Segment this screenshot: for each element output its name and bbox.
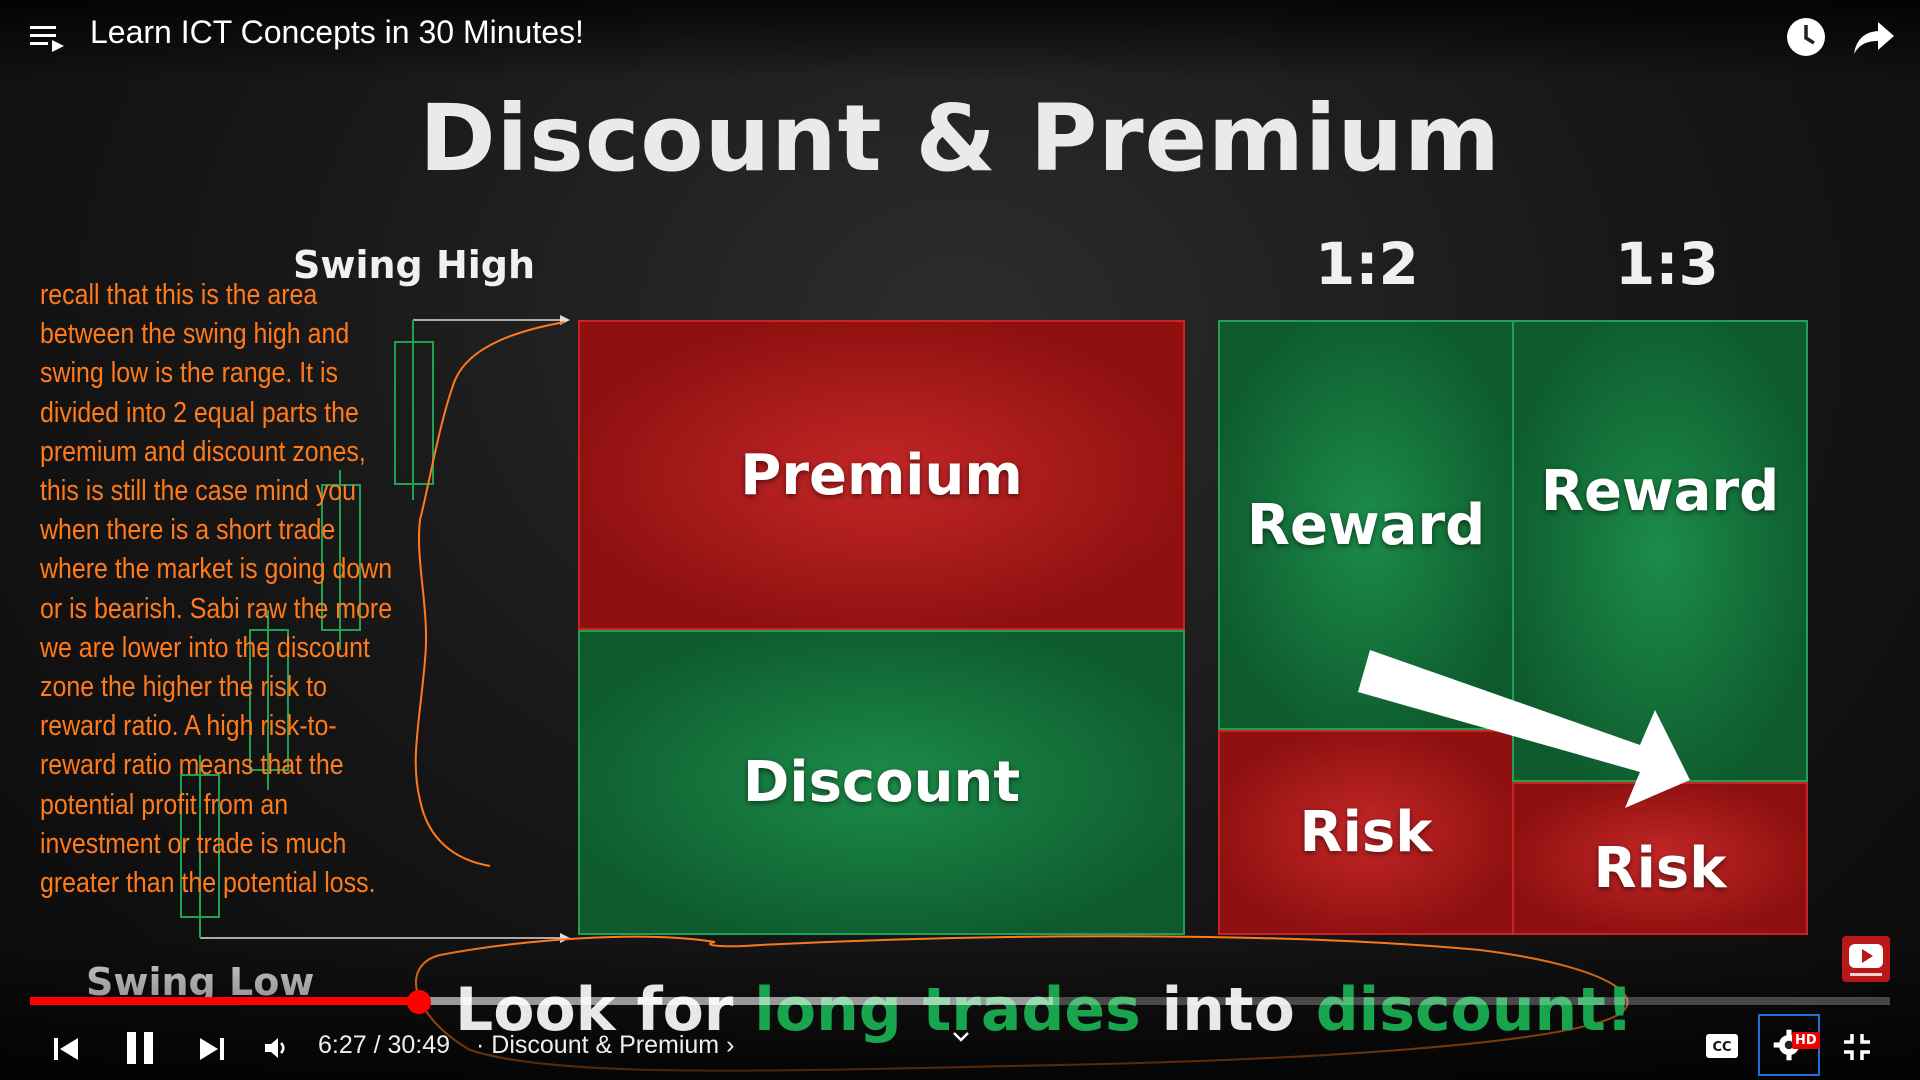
caption-part: into xyxy=(1140,975,1316,1045)
pause-icon[interactable] xyxy=(125,1030,155,1066)
risk-zone-1-2: Risk xyxy=(1218,730,1514,935)
video-title[interactable]: Learn ICT Concepts in 30 Minutes! xyxy=(90,14,584,50)
slide-caption: Look for long trades into discount! xyxy=(455,975,1633,1045)
annotation-line: greater than the potential loss. xyxy=(40,867,376,900)
annotation-line: divided into 2 equal parts the xyxy=(40,396,359,429)
progress-scrubber[interactable] xyxy=(406,990,431,1014)
progress-played xyxy=(30,997,419,1005)
chapter-button[interactable]: · Discount & Premium › xyxy=(476,1031,735,1059)
risk-zone-1-3: Risk xyxy=(1512,782,1808,935)
swing-high-line xyxy=(413,315,570,325)
exit-fullscreen-icon[interactable] xyxy=(1842,1032,1872,1062)
premium-zone: Premium xyxy=(578,320,1185,630)
annotation-line: reward ratio. A high risk-to- xyxy=(40,710,337,743)
youtube-logo-icon xyxy=(1849,944,1883,976)
time-separator: / xyxy=(366,1031,388,1059)
annotation-line: this is still the case mind you xyxy=(40,475,357,508)
hd-badge: HD xyxy=(1792,1032,1820,1049)
discount-label: Discount xyxy=(742,750,1021,815)
reward-zone-1-3: Reward xyxy=(1512,320,1808,782)
risk-label: Risk xyxy=(1593,836,1727,901)
hand-drawn-curve xyxy=(414,321,566,867)
share-icon[interactable] xyxy=(1852,18,1896,58)
annotation-line: reward ratio means that the xyxy=(40,749,344,782)
top-bar xyxy=(0,0,1920,80)
risk-label: Risk xyxy=(1299,800,1433,865)
next-icon[interactable] xyxy=(198,1035,226,1063)
caption-highlight: discount! xyxy=(1315,975,1634,1045)
clock-icon[interactable] xyxy=(1785,16,1827,58)
ratio-1-3-label: 1:3 xyxy=(1615,230,1719,298)
time-display: 6:27 / 30:49 xyxy=(318,1031,450,1060)
discount-zone: Discount xyxy=(578,630,1185,935)
controls-shade xyxy=(0,940,1920,1080)
previous-icon[interactable] xyxy=(52,1035,80,1063)
reward-zone-1-2: Reward xyxy=(1218,320,1514,730)
duration: 30:49 xyxy=(387,1031,451,1059)
annotation-line: recall that this is the area xyxy=(40,279,318,311)
annotation-line: potential profit from an xyxy=(40,788,289,821)
premium-label: Premium xyxy=(740,442,1023,508)
reward-label: Reward xyxy=(1246,492,1486,558)
chapter-title: Discount & Premium xyxy=(491,1031,720,1059)
annotation-line: zone the higher the risk to xyxy=(40,671,327,704)
annotation-line: we are lower into the discount xyxy=(40,631,370,664)
swing-high-label: Swing High xyxy=(293,243,536,287)
annotation-text: recall that this is the area between the … xyxy=(40,276,401,903)
caption-part: Look for xyxy=(455,975,755,1045)
annotation-line: swing low is the range. It is xyxy=(40,357,339,390)
annotation-line: investment or trade is much xyxy=(40,827,347,860)
progress-buffered xyxy=(418,997,1053,1005)
annotation-line: where the market is going down xyxy=(40,553,393,586)
reward-label: Reward xyxy=(1540,458,1780,524)
caption-highlight: long trades xyxy=(754,975,1141,1045)
progress-bar[interactable] xyxy=(30,997,1890,1005)
current-time: 6:27 xyxy=(318,1031,367,1059)
slide-title: Discount & Premium xyxy=(419,85,1501,192)
volume-icon[interactable] xyxy=(262,1034,290,1062)
annotation-line: or is bearish. Sabi raw the more xyxy=(40,592,393,625)
chevron-down-icon[interactable] xyxy=(951,1030,971,1044)
cc-icon[interactable]: CC xyxy=(1705,1033,1739,1059)
annotation-line: when there is a short trade xyxy=(40,514,336,547)
annotation-line: between the swing high and xyxy=(40,318,350,351)
ratio-1-2-label: 1:2 xyxy=(1315,230,1419,298)
subscribe-icon[interactable] xyxy=(1842,936,1890,982)
menu-icon[interactable] xyxy=(30,24,64,52)
annotation-line: premium and discount zones, xyxy=(40,435,366,468)
svg-text:CC: CC xyxy=(1712,1040,1731,1055)
